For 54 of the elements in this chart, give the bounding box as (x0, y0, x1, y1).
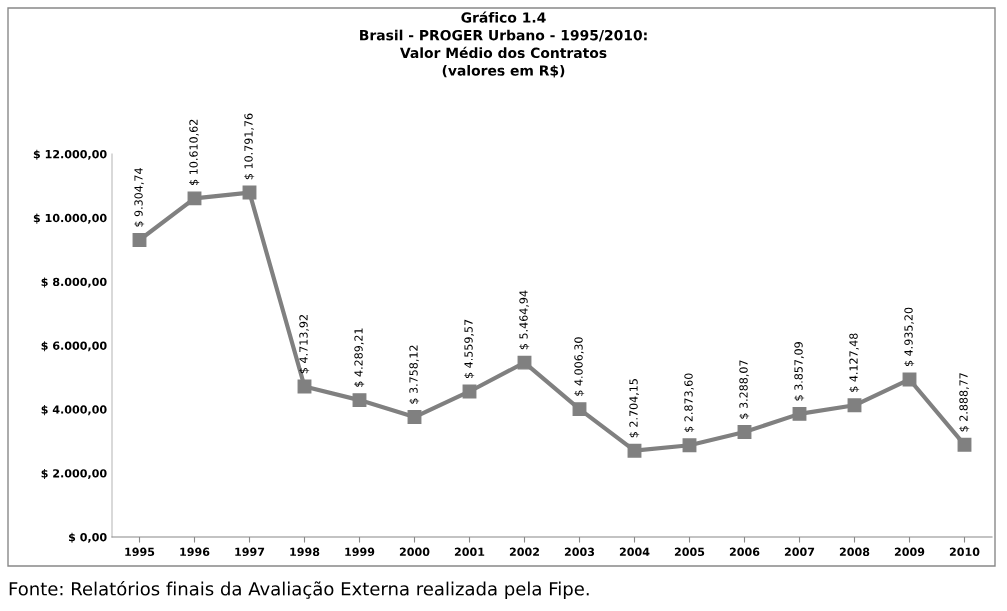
chart-title: Gráfico 1.4 Brasil - PROGER Urbano - 1995/2010: Valor Médio dos Contratos (valores em R$) (360, 11, 647, 78)
x-tick-label: 2006 (729, 547, 760, 557)
y-tick-label: $ 2.000,00 (41, 468, 107, 480)
x-tick-label: 2002 (509, 547, 539, 557)
x-tick-label: 2000 (399, 547, 430, 557)
data-label: $ 3.857,09 (794, 342, 805, 401)
x-tick-label: 1996 (180, 547, 210, 557)
data-label: $ 3.758,12 (409, 345, 420, 404)
x-tick-label: 1998 (290, 547, 320, 557)
point (847, 398, 862, 413)
y-tick-label: $ 10.000,00 (33, 213, 107, 224)
point (132, 233, 147, 247)
point (682, 438, 697, 453)
point (792, 406, 807, 421)
x-tick-label: 2009 (894, 547, 925, 557)
data-label: $ 10.610,62 (189, 119, 200, 185)
data-label: $ 4.559,57 (464, 319, 475, 379)
y-tick-label: $ 8.000,00 (41, 277, 107, 288)
source-note: Fonte: Relatórios finais da Avaliação Externa realizada pela Fipe. (9, 580, 589, 600)
data-label: $ 4.289,21 (354, 328, 365, 387)
x-tick-label: 2005 (674, 547, 705, 557)
data-label: $ 4.006,30 (574, 337, 585, 396)
data-label: $ 3.288,07 (739, 360, 750, 419)
data-label: $ 2.704,15 (629, 379, 640, 438)
point (407, 410, 422, 424)
data-label: $ 4.127,48 (849, 333, 860, 392)
x-tick-label: 2010 (949, 547, 980, 557)
data-label: $ 2.888,77 (959, 373, 970, 432)
data-label: $ 10.791,76 (244, 113, 255, 180)
x-tick-label: 1999 (345, 547, 375, 557)
data-label: $ 4.713,92 (299, 315, 310, 374)
y-tick-label: $ 12.000,00 (33, 149, 107, 160)
point (352, 393, 367, 408)
point (737, 425, 752, 440)
data-label: $ 5.464,94 (519, 290, 530, 350)
point (572, 402, 587, 417)
y-tick-label: $ 6.000,00 (41, 341, 107, 352)
x-tick-label: 2001 (454, 547, 485, 557)
data-label: $ 9.304,74 (134, 168, 145, 227)
x-tick-label: 2004 (619, 547, 650, 557)
x-tick-label: 2007 (784, 547, 815, 557)
point (627, 443, 642, 458)
point (242, 185, 257, 200)
point (957, 437, 972, 452)
point (187, 191, 202, 206)
x-tick-label: 2008 (839, 547, 870, 557)
point (517, 355, 532, 370)
x-tick-label: 1995 (125, 547, 155, 557)
y-tick-label: $ 4.000,00 (41, 405, 107, 416)
y-tick-label: $ 0,00 (68, 532, 107, 543)
data-label: $ 2.873,60 (684, 373, 695, 432)
x-tick-label: 1997 (235, 547, 265, 557)
x-tick-label: 2003 (564, 547, 595, 557)
data-label: $ 4.935,20 (904, 307, 915, 367)
